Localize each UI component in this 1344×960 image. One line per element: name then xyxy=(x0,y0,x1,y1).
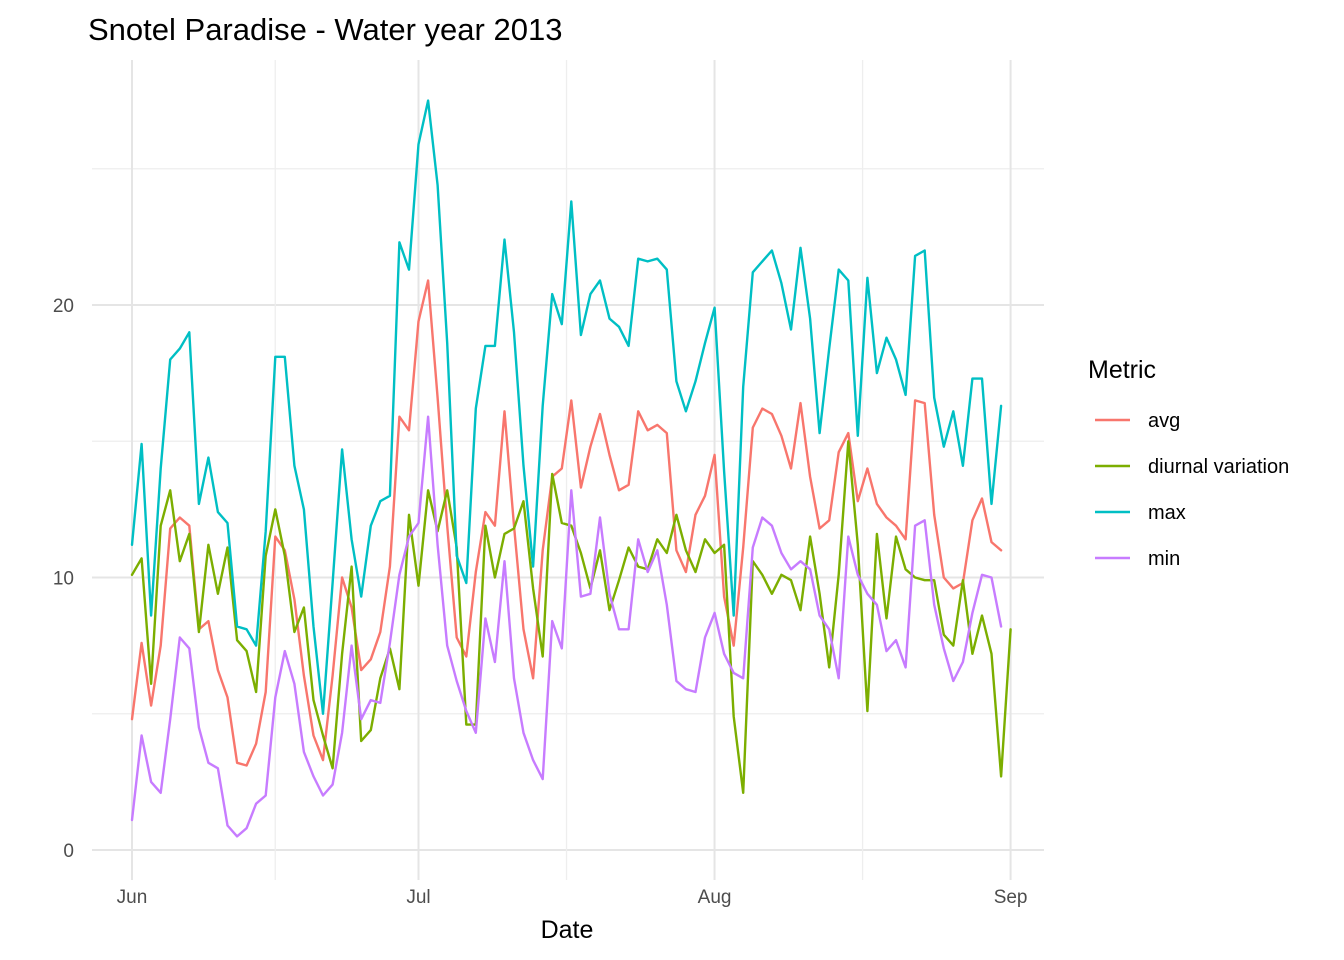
x-tick-label: Jul xyxy=(406,887,430,908)
x-axis-tick-labels: Jun Jul Aug Sep xyxy=(117,887,1028,908)
legend-entry: min xyxy=(1095,548,1180,570)
series-line-diurnal-variation xyxy=(130,440,1012,794)
legend-entry: max xyxy=(1095,502,1186,524)
legend-label: max xyxy=(1148,502,1186,524)
chart-title: Snotel Paradise - Water year 2013 xyxy=(88,12,562,47)
legend-entry: diurnal variation xyxy=(1095,456,1289,478)
y-axis-tick-labels: 0 10 20 xyxy=(53,296,74,862)
series-lines xyxy=(130,99,1012,838)
legend-label: diurnal variation xyxy=(1148,456,1289,478)
x-tick-label: Sep xyxy=(994,887,1028,908)
x-axis-title: Date xyxy=(541,916,594,944)
legend-title: Metric xyxy=(1088,356,1156,384)
legend: Metric avg diurnal variation max min xyxy=(1088,356,1289,570)
y-tick-label: 20 xyxy=(53,296,74,317)
legend-entries: avg diurnal variation max min xyxy=(1095,410,1289,570)
y-tick-label: 0 xyxy=(63,841,74,862)
grid-lines xyxy=(92,60,1044,880)
y-tick-label: 10 xyxy=(53,569,74,590)
legend-entry: avg xyxy=(1095,410,1180,432)
legend-label: min xyxy=(1148,548,1180,570)
series-line-avg xyxy=(130,279,1003,767)
legend-label: avg xyxy=(1148,410,1180,432)
x-tick-label: Jun xyxy=(117,887,148,908)
x-tick-label: Aug xyxy=(698,887,732,908)
series-line-min xyxy=(130,415,1003,838)
series-line-max xyxy=(130,99,1003,715)
